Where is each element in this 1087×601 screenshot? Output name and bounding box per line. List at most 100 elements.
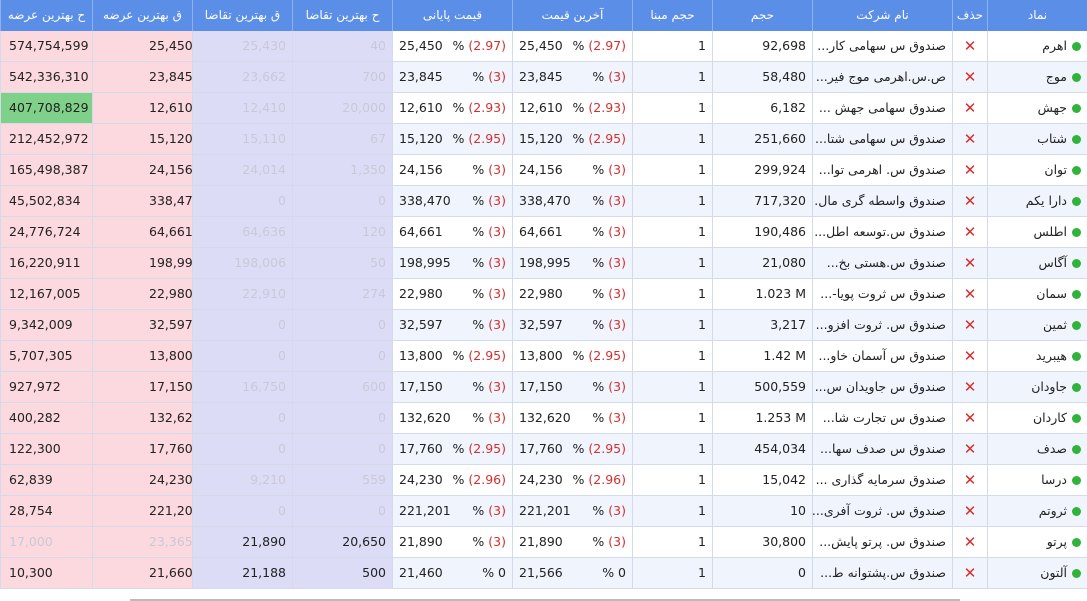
- symbol-label[interactable]: پرتو: [1046, 534, 1067, 549]
- symbol-label[interactable]: هیبرید: [1035, 348, 1067, 363]
- header-delete[interactable]: حذف: [952, 0, 987, 31]
- close-icon[interactable]: ✕: [963, 440, 977, 458]
- delete-button[interactable]: ✕: [952, 403, 987, 433]
- company-name-cell[interactable]: صندوق سهامی جهش ...: [812, 93, 952, 123]
- company-name-cell[interactable]: صندوق س آسمان خاو...: [812, 341, 952, 371]
- delete-button[interactable]: ✕: [952, 310, 987, 340]
- symbol-cell[interactable]: شتاب: [987, 124, 1087, 154]
- header-best-bid-price[interactable]: ق بهترین تقاضا: [192, 0, 292, 31]
- header-symbol[interactable]: نماد: [987, 0, 1087, 31]
- close-icon[interactable]: ✕: [963, 471, 977, 489]
- close-icon[interactable]: ✕: [963, 409, 977, 427]
- header-company-name[interactable]: نام شرکت: [812, 0, 952, 31]
- table-row[interactable]: 574,754,599 25,450 25,430 40 25,450% (2.97) 2…: [0, 31, 1087, 62]
- symbol-label[interactable]: شتاب: [1037, 131, 1067, 146]
- symbol-cell[interactable]: درسا: [987, 465, 1087, 495]
- delete-button[interactable]: ✕: [952, 62, 987, 92]
- table-row[interactable]: 542,336,310 23,845 23,662 700 23,845% (3) 23,…: [0, 62, 1087, 93]
- symbol-label[interactable]: موج: [1045, 69, 1067, 84]
- close-icon[interactable]: ✕: [963, 378, 977, 396]
- company-name-cell[interactable]: صندوق س جاویدان س...: [812, 372, 952, 402]
- delete-button[interactable]: ✕: [952, 124, 987, 154]
- close-icon[interactable]: ✕: [963, 502, 977, 520]
- delete-button[interactable]: ✕: [952, 372, 987, 402]
- close-icon[interactable]: ✕: [963, 254, 977, 272]
- symbol-cell[interactable]: اهرم: [987, 31, 1087, 61]
- symbol-cell[interactable]: جهش: [987, 93, 1087, 123]
- close-icon[interactable]: ✕: [963, 68, 977, 86]
- symbol-label[interactable]: جهش: [1037, 100, 1067, 115]
- delete-button[interactable]: ✕: [952, 496, 987, 526]
- close-icon[interactable]: ✕: [963, 285, 977, 303]
- symbol-label[interactable]: اطلس: [1033, 224, 1068, 239]
- header-close-price[interactable]: قیمت پایانی: [392, 0, 512, 31]
- close-icon[interactable]: ✕: [963, 130, 977, 148]
- company-name-cell[interactable]: صندوق س تجارت شا...: [812, 403, 952, 433]
- company-name-cell[interactable]: صندوق س. ثروت افزو...: [812, 310, 952, 340]
- close-icon[interactable]: ✕: [963, 192, 977, 210]
- delete-button[interactable]: ✕: [952, 155, 987, 185]
- symbol-cell[interactable]: آلتون: [987, 558, 1087, 588]
- symbol-label[interactable]: جاودان: [1031, 379, 1067, 394]
- symbol-label[interactable]: آگاس: [1038, 255, 1068, 270]
- table-row[interactable]: 24,776,724 64,661 64,636 120 64,661% (3) 64,6…: [0, 217, 1087, 248]
- symbol-cell[interactable]: توان: [987, 155, 1087, 185]
- header-best-ask-volume[interactable]: ح بهترین عرضه: [0, 0, 92, 31]
- symbol-cell[interactable]: هیبرید: [987, 341, 1087, 371]
- company-name-cell[interactable]: صندوق س. اهرمی توا...: [812, 155, 952, 185]
- symbol-label[interactable]: توان: [1044, 162, 1067, 177]
- company-name-cell[interactable]: صندوق س.هستی بخ...: [812, 248, 952, 278]
- table-row[interactable]: 5,707,305 13,800 0 0 13,800% (2.95) 13,800% (…: [0, 341, 1087, 372]
- company-name-cell[interactable]: صندوق س سهامی شتا...: [812, 124, 952, 154]
- symbol-label[interactable]: کاردان: [1032, 410, 1067, 425]
- header-best-ask-price[interactable]: ق بهترین عرضه: [92, 0, 192, 31]
- close-icon[interactable]: ✕: [963, 533, 977, 551]
- header-volume[interactable]: حجم: [712, 0, 812, 31]
- symbol-label[interactable]: سمان: [1036, 286, 1067, 301]
- company-name-cell[interactable]: صندوق واسطه گری مال...: [812, 186, 952, 216]
- company-name-cell[interactable]: صندوق س. پرتو پایش...: [812, 527, 952, 557]
- company-name-cell[interactable]: صندوق س سهامی کار...: [812, 31, 952, 61]
- close-icon[interactable]: ✕: [963, 99, 977, 117]
- symbol-cell[interactable]: پرتو: [987, 527, 1087, 557]
- symbol-cell[interactable]: صدف: [987, 434, 1087, 464]
- table-row[interactable]: 17,000 23,365 21,890 20,650 21,890% (3) 21,89…: [0, 527, 1087, 558]
- company-name-cell[interactable]: صندوق س ثروت پویا-...: [812, 279, 952, 309]
- horizontal-scrollbar[interactable]: [130, 599, 960, 601]
- company-name-cell[interactable]: صندوق س. ثروت آفری...: [812, 496, 952, 526]
- close-icon[interactable]: ✕: [963, 564, 977, 582]
- delete-button[interactable]: ✕: [952, 31, 987, 61]
- delete-button[interactable]: ✕: [952, 186, 987, 216]
- symbol-label[interactable]: صدف: [1036, 441, 1067, 456]
- close-icon[interactable]: ✕: [963, 37, 977, 55]
- symbol-cell[interactable]: موج: [987, 62, 1087, 92]
- symbol-cell[interactable]: جاودان: [987, 372, 1087, 402]
- table-row[interactable]: 9,342,009 32,597 0 0 32,597% (3) 32,597% (3) 1…: [0, 310, 1087, 341]
- symbol-cell[interactable]: ثروتم: [987, 496, 1087, 526]
- symbol-label[interactable]: ثروتم: [1038, 503, 1067, 518]
- table-row[interactable]: 927,972 17,150 16,750 600 17,150% (3) 17,150%…: [0, 372, 1087, 403]
- table-row[interactable]: 10,300 21,660 21,188 500 21,460 % 0 21,566 % 0 1…: [0, 558, 1087, 589]
- symbol-label[interactable]: آلتون: [1040, 565, 1067, 580]
- symbol-cell[interactable]: دارا یکم: [987, 186, 1087, 216]
- symbol-label[interactable]: دارا یکم: [1025, 193, 1067, 208]
- symbol-cell[interactable]: سمان: [987, 279, 1087, 309]
- company-name-cell[interactable]: صندوق سرمایه گذاری ...: [812, 465, 952, 495]
- symbol-label[interactable]: ثمین: [1043, 317, 1067, 332]
- delete-button[interactable]: ✕: [952, 279, 987, 309]
- symbol-cell[interactable]: آگاس: [987, 248, 1087, 278]
- symbol-cell[interactable]: کاردان: [987, 403, 1087, 433]
- table-row[interactable]: 165,498,387 24,156 24,014 1,350 24,156% (3) 2…: [0, 155, 1087, 186]
- symbol-label[interactable]: اهرم: [1042, 38, 1067, 53]
- header-best-bid-volume[interactable]: ح بهترین تقاضا: [292, 0, 392, 31]
- delete-button[interactable]: ✕: [952, 527, 987, 557]
- header-base-volume[interactable]: حجم مبنا: [632, 0, 712, 31]
- company-name-cell[interactable]: صندوق س.توسعه اطل...: [812, 217, 952, 247]
- delete-button[interactable]: ✕: [952, 217, 987, 247]
- symbol-label[interactable]: درسا: [1041, 472, 1067, 487]
- delete-button[interactable]: ✕: [952, 93, 987, 123]
- header-last-price[interactable]: آخرین قیمت: [512, 0, 632, 31]
- company-name-cell[interactable]: ص.س.اهرمی موج فیر...: [812, 62, 952, 92]
- delete-button[interactable]: ✕: [952, 558, 987, 588]
